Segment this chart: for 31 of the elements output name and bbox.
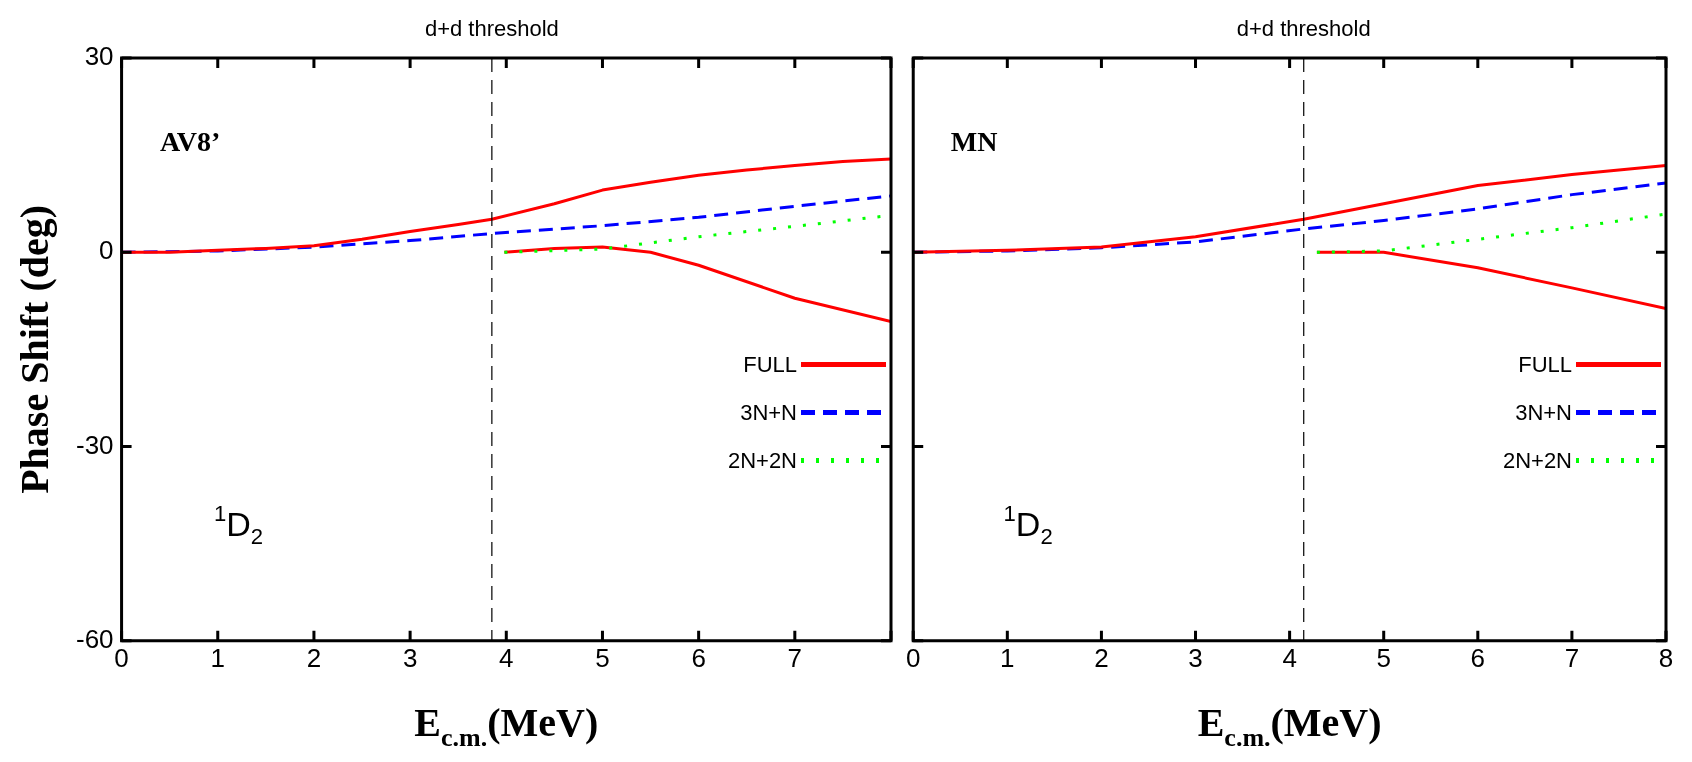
legend-label: 2N+2N bbox=[1502, 448, 1572, 474]
x-tick-label: 6 bbox=[1470, 642, 1486, 673]
y-tick-label: 30 bbox=[84, 41, 114, 72]
x-tick-label: 8 bbox=[1658, 642, 1674, 673]
x-tick-label: 7 bbox=[787, 642, 803, 673]
x-tick-label: 3 bbox=[1188, 642, 1203, 673]
y-tick-label: -30 bbox=[76, 429, 114, 460]
ref-line-label: d+d threshold bbox=[424, 16, 559, 41]
y-tick-label: -60 bbox=[76, 623, 114, 654]
x-tick-label: 2 bbox=[306, 642, 322, 673]
x-tick-label: 4 bbox=[499, 642, 514, 673]
legend-label: FULL bbox=[1518, 352, 1572, 378]
x-tick-label: 2 bbox=[1094, 642, 1109, 673]
x-tick-label: 1 bbox=[210, 642, 225, 673]
x-tick-label: 7 bbox=[1564, 642, 1580, 673]
x-tick-label: 0 bbox=[906, 642, 921, 673]
legend-label: FULL bbox=[743, 352, 797, 378]
legend-label: 3N+N bbox=[740, 400, 797, 426]
x-tick-label: 5 bbox=[595, 642, 610, 673]
annotation: MN bbox=[950, 126, 998, 158]
annotation: AV8’ bbox=[160, 126, 221, 158]
ref-line-label: d+d threshold bbox=[1236, 16, 1371, 41]
x-tick-label: 4 bbox=[1282, 642, 1297, 673]
y-axis-title: Phase Shift (deg) bbox=[12, 204, 57, 494]
x-tick-label: 3 bbox=[402, 642, 418, 673]
y-tick-label: 0 bbox=[99, 235, 114, 266]
legend-label: 2N+2N bbox=[727, 448, 797, 474]
legend-label: 3N+N bbox=[1515, 400, 1572, 426]
x-tick-label: 1 bbox=[1000, 642, 1015, 673]
x-tick-label: 5 bbox=[1376, 642, 1391, 673]
x-tick-label: 6 bbox=[691, 642, 706, 673]
